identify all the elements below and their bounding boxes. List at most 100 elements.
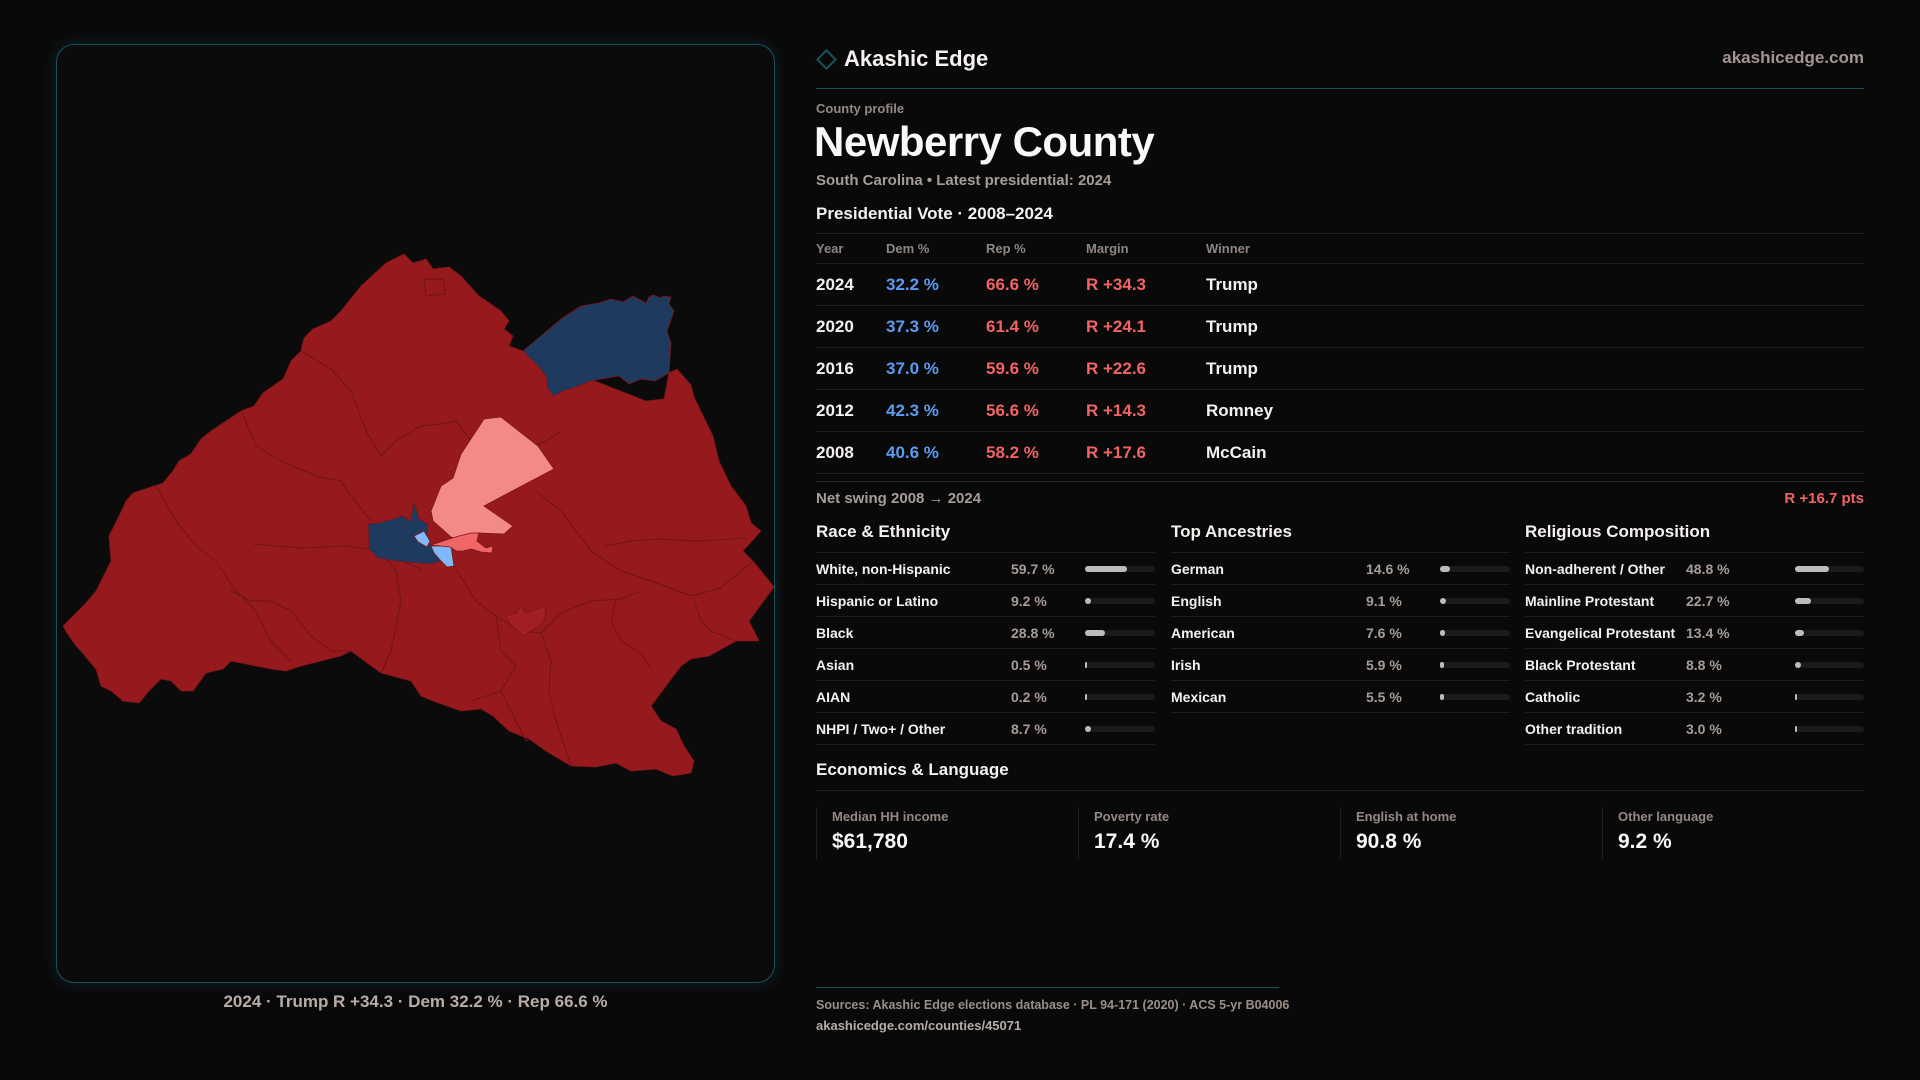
- table-top-divider: [816, 233, 1864, 234]
- stat-bar-fill: [1085, 565, 1127, 572]
- stat-row-value: 59.7 %: [1011, 560, 1055, 577]
- stat-row: Non-adherent / Other 48.8 %: [1525, 553, 1864, 585]
- race-ethnicity-section: Race & Ethnicity White, non-Hispanic 59.7…: [816, 520, 1155, 745]
- site-link[interactable]: akashicedge.com: [1722, 48, 1864, 67]
- stat-bar-fill: [1440, 661, 1445, 668]
- top-ancestries-section: Top Ancestries German 14.6 % English 9.1 % A…: [1171, 520, 1510, 713]
- stat-value: 90.8 %: [1356, 830, 1422, 853]
- county-url-link[interactable]: akashicedge.com/counties/45071: [816, 1018, 1022, 1033]
- cell-winner: Trump: [1206, 274, 1258, 294]
- stat-bar-track: [1085, 693, 1155, 700]
- table-header-row: Year Dem % Rep % Margin Winner: [816, 234, 1864, 264]
- header-divider: [816, 88, 1864, 89]
- stat-row-value: 8.7 %: [1011, 720, 1047, 737]
- stat-row-value: 22.7 %: [1686, 592, 1730, 609]
- stat-median-income: Median HH income $61,780: [816, 807, 1078, 859]
- precinct-county-base[interactable]: [62, 253, 774, 777]
- stat-row-value: 5.5 %: [1366, 688, 1402, 705]
- table-row: 2008 40.6 % 58.2 % R +17.6 McCain: [816, 432, 1864, 474]
- precinct-small-square[interactable]: [423, 278, 446, 297]
- stat-row-label: Hispanic or Latino: [816, 592, 939, 609]
- stat-row: White, non-Hispanic 59.7 %: [816, 553, 1155, 585]
- cell-margin: R +34.3: [1086, 274, 1147, 294]
- stat-bar-fill: [1795, 597, 1811, 604]
- brand[interactable]: Akashic Edge: [815, 44, 988, 74]
- cell-year: 2016: [816, 358, 854, 378]
- stat-row: AIAN 0.2 %: [816, 681, 1155, 713]
- cell-dem: 37.3 %: [886, 316, 939, 336]
- stat-row-value: 28.8 %: [1011, 624, 1055, 641]
- map-panel: [56, 44, 775, 983]
- cell-rep: 58.2 %: [986, 442, 1039, 462]
- section-title: Race & Ethnicity: [816, 520, 1155, 553]
- precinct-line: [300, 350, 382, 457]
- cell-dem: 40.6 %: [886, 442, 939, 462]
- map-caption: 2024 · Trump R +34.3 · Dem 32.2 % · Rep …: [223, 992, 608, 1011]
- stat-row-label: White, non-Hispanic: [816, 560, 951, 577]
- cell-winner: Trump: [1206, 358, 1258, 378]
- cell-winner: McCain: [1206, 442, 1267, 462]
- precinct-northeast[interactable]: [522, 294, 675, 397]
- stat-row: Black 28.8 %: [816, 617, 1155, 649]
- page-title: Newberry County: [814, 118, 1155, 165]
- stat-row-label: American: [1171, 624, 1235, 641]
- precinct-line: [252, 543, 422, 570]
- stat-row-label: Irish: [1171, 656, 1201, 673]
- stat-row: Other tradition 3.0 %: [1525, 713, 1864, 745]
- table-row: 2016 37.0 % 59.6 % R +22.6 Trump: [816, 348, 1864, 390]
- stat-bar-fill: [1085, 629, 1106, 636]
- cell-margin: R +24.1: [1086, 316, 1147, 336]
- stat-value: 17.4 %: [1094, 830, 1160, 853]
- cell-rep: 56.6 %: [986, 400, 1039, 420]
- stat-row: Catholic 3.2 %: [1525, 681, 1864, 713]
- cell-dem: 42.3 %: [886, 400, 939, 420]
- stat-row-label: Other tradition: [1525, 720, 1623, 737]
- stat-bar-track: [1085, 597, 1155, 604]
- precinct-line: [610, 598, 652, 670]
- stat-bar-fill: [1795, 629, 1805, 636]
- precinct-line: [380, 550, 402, 674]
- stat-bar-fill: [1795, 565, 1829, 572]
- stat-bar-fill: [1795, 693, 1798, 700]
- stat-row-label: Evangelical Protestant: [1525, 624, 1676, 641]
- stat-row-value: 9.1 %: [1366, 592, 1402, 609]
- precinct-line: [535, 490, 754, 597]
- sources-text: Sources: Akashic Edge elections database…: [816, 998, 1290, 1012]
- stat-row-label: Black: [816, 624, 854, 641]
- cell-year: 2008: [816, 442, 854, 462]
- table-row: 2024 32.2 % 66.6 % R +34.3 Trump: [816, 264, 1864, 306]
- table-bottom-divider: [816, 481, 1864, 482]
- county-precinct-map: [62, 253, 774, 777]
- section-title: Top Ancestries: [1171, 520, 1510, 553]
- stat-bar-track: [1085, 629, 1155, 636]
- stat-row: Black Protestant 8.8 %: [1525, 649, 1864, 681]
- precinct-downtown-west[interactable]: [413, 530, 431, 548]
- stat-bar-track: [1795, 565, 1864, 572]
- stat-row-value: 0.5 %: [1011, 656, 1047, 673]
- stat-english-at-home: English at home 90.8 %: [1340, 807, 1602, 859]
- stat-label: English at home: [1356, 809, 1457, 824]
- stat-other-language: Other language 9.2 %: [1602, 807, 1864, 859]
- stat-row-value: 7.6 %: [1366, 624, 1402, 641]
- cell-year: 2024: [816, 274, 854, 294]
- column-header-margin: Margin: [1086, 241, 1129, 256]
- stat-row-label: AIAN: [816, 688, 851, 705]
- stat-row: American 7.6 %: [1171, 617, 1510, 649]
- page-subtitle: South Carolina • Latest presidential: 20…: [816, 172, 1112, 189]
- stat-bar-track: [1795, 693, 1864, 700]
- precinct-south-town[interactable]: [505, 605, 547, 637]
- stat-row: Irish 5.9 %: [1171, 649, 1510, 681]
- stat-bar-fill: [1085, 597, 1092, 604]
- stat-label: Other language: [1618, 809, 1714, 824]
- column-header-dem: Dem %: [886, 241, 930, 256]
- precinct-downtown-east[interactable]: [430, 532, 494, 554]
- stat-row: NHPI / Two+ / Other 8.7 %: [816, 713, 1155, 745]
- stat-row-value: 14.6 %: [1366, 560, 1410, 577]
- net-swing-label: Net swing 2008 → 2024: [816, 490, 982, 507]
- stat-bar-track: [1795, 597, 1864, 604]
- cell-margin: R +22.6: [1086, 358, 1147, 378]
- precinct-line: [240, 410, 372, 522]
- stat-bar-track: [1440, 693, 1510, 700]
- stat-bar-track: [1795, 661, 1864, 668]
- stat-bar-fill: [1440, 693, 1444, 700]
